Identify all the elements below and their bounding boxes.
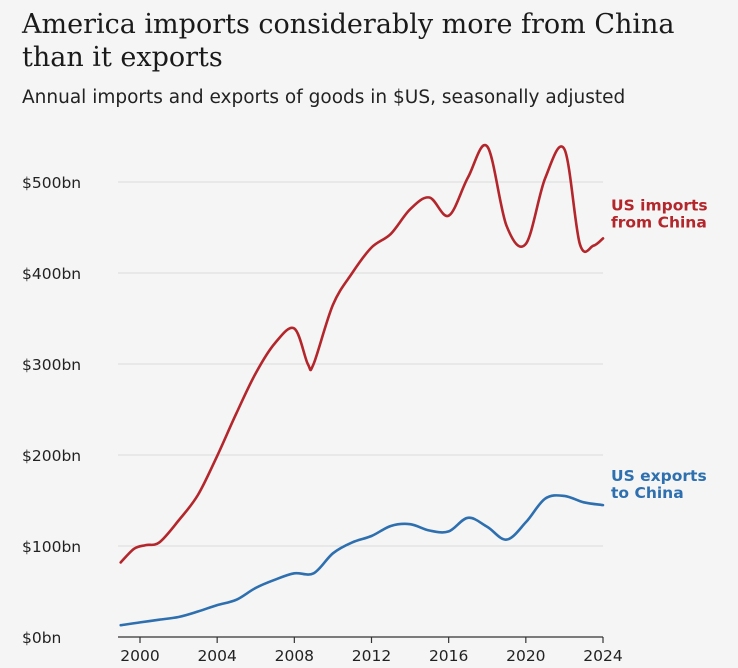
y-tick-label: $200bn <box>22 447 81 465</box>
x-tick-label: 2004 <box>197 647 236 665</box>
y-tick-label: $300bn <box>22 356 81 374</box>
y-tick-label: $500bn <box>22 174 81 192</box>
imports-series-label: US imports <box>611 196 708 214</box>
x-tick-label: 2012 <box>352 647 391 665</box>
y-tick-label: $400bn <box>22 265 81 283</box>
x-tick-label: 2008 <box>275 647 314 665</box>
gridlines <box>118 181 603 547</box>
series-lines <box>119 143 605 627</box>
chart-subtitle: Annual imports and exports of goods in $… <box>22 87 626 108</box>
exports-series-line <box>119 494 605 627</box>
x-tick-label: 2020 <box>506 647 545 665</box>
x-tick-label: 2000 <box>120 647 159 665</box>
imports-series-label: from China <box>611 213 707 231</box>
exports-series-label: US exports <box>611 467 707 485</box>
y-tick-label: $0bn <box>22 629 61 647</box>
x-tick-label: 2024 <box>583 647 622 665</box>
chart-title: America imports considerably more from C… <box>22 9 675 73</box>
imports-series-line <box>119 143 605 564</box>
x-tick-label: 2016 <box>429 647 468 665</box>
y-tick-label: $100bn <box>22 538 81 556</box>
exports-series-label: to China <box>611 484 684 502</box>
axes: $0bn $100bn $200bn $300bn $400bn $500bn 2000 20… <box>22 174 623 665</box>
